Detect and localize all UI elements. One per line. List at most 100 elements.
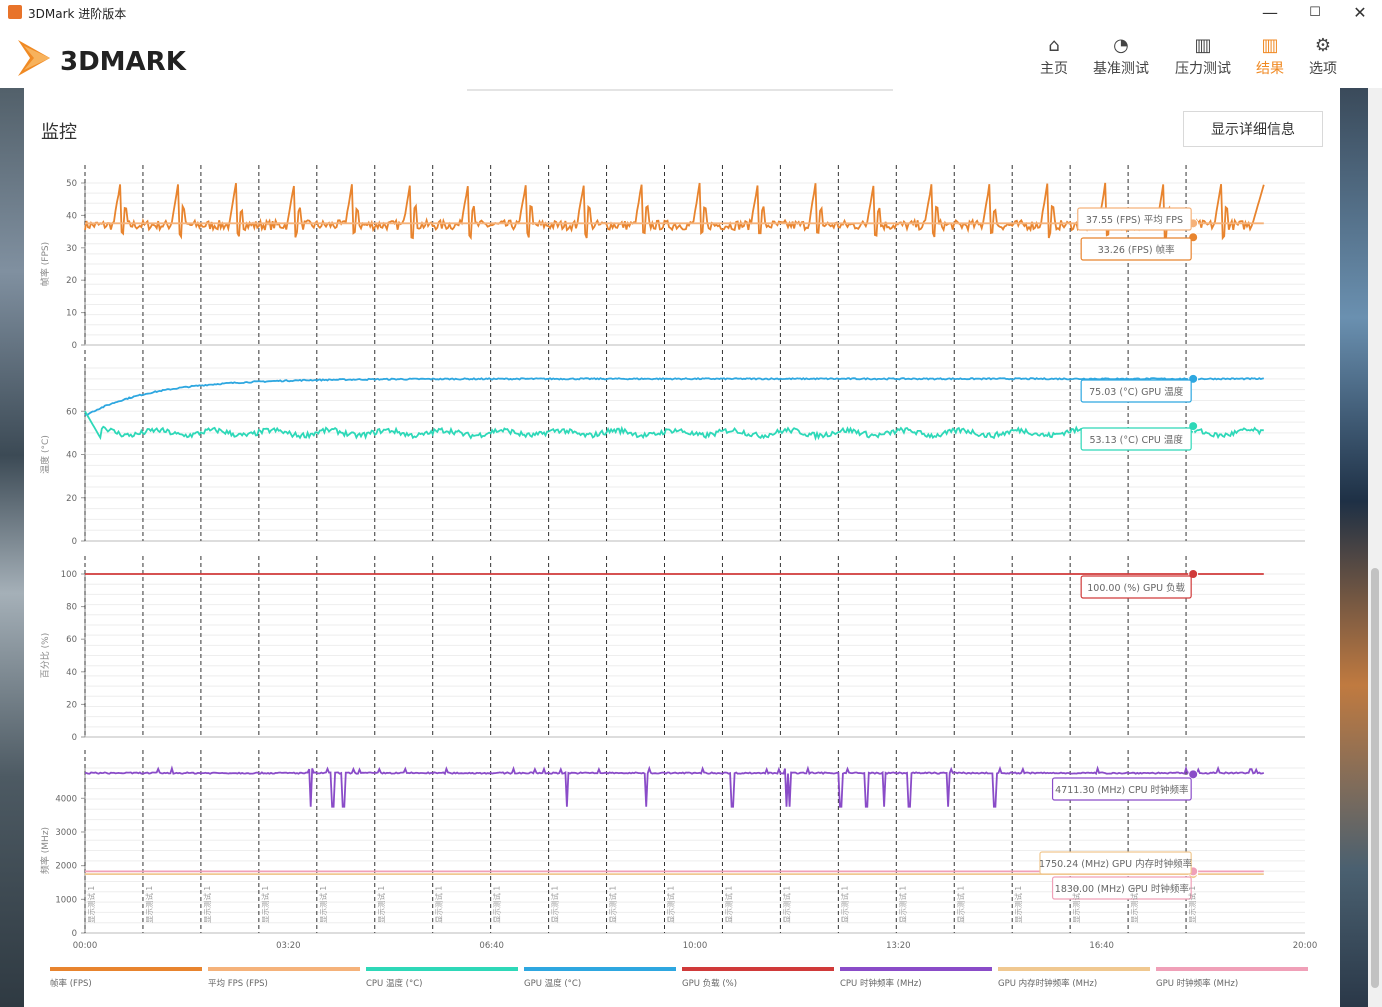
- y-tick-label: 0: [72, 341, 77, 351]
- legend-label[interactable]: GPU 内存时钟频率 (MHz): [998, 979, 1098, 989]
- legend-label[interactable]: GPU 负载 (%): [682, 979, 738, 989]
- value-callout-text: 33.26 (FPS) 帧率: [1098, 244, 1175, 256]
- y-tick-label: 2000: [55, 862, 77, 872]
- test-marker-label: 显示测试 1: [318, 886, 328, 923]
- nav-benchmarks[interactable]: ◔ 基准测试: [1091, 34, 1151, 78]
- y-tick-label: 0: [72, 537, 77, 547]
- value-callout: [1077, 207, 1192, 231]
- legend-label[interactable]: GPU 时钟频率 (MHz): [1156, 979, 1239, 989]
- y-tick-label: 1000: [55, 895, 77, 905]
- test-marker-label: 显示测试 1: [492, 886, 502, 923]
- minimize-button[interactable]: —: [1262, 3, 1278, 22]
- nav-results[interactable]: ▥ 结果: [1252, 34, 1288, 78]
- y-tick-label: 40: [66, 211, 77, 221]
- test-marker-label: 显示测试 1: [1013, 886, 1023, 923]
- test-marker-label: 显示测试 1: [434, 886, 444, 923]
- y-axis-label: 温度 (°C): [39, 435, 51, 474]
- nav-home[interactable]: ⌂ 主页: [1036, 34, 1072, 78]
- nav-home-label: 主页: [1040, 61, 1068, 77]
- y-tick-label: 3000: [55, 828, 77, 838]
- show-details-button[interactable]: 显示详细信息: [1183, 111, 1323, 147]
- test-marker-label: 显示测试 1: [376, 886, 386, 923]
- maximize-button[interactable]: ☐: [1309, 5, 1321, 20]
- nav-stress-tests[interactable]: ▥ 压力测试: [1172, 34, 1234, 78]
- results-icon: ▥: [1261, 35, 1279, 56]
- y-tick-label: 4000: [55, 794, 77, 804]
- nav-options-label: 选项: [1309, 61, 1337, 77]
- test-marker-label: 显示测试 1: [839, 886, 849, 923]
- y-axis-label: 百分比 (%): [39, 633, 51, 678]
- series-line: [84, 765, 1265, 808]
- y-tick-label: 20: [66, 700, 77, 710]
- x-tick-label: 00:00: [73, 941, 98, 951]
- close-button[interactable]: ✕: [1353, 3, 1367, 22]
- logo-text: 3DMARK: [60, 47, 187, 77]
- value-callout: [1051, 876, 1192, 900]
- value-callout-text: 1830.00 (MHz) GPU 时钟频率: [1055, 883, 1190, 895]
- legend-swatch[interactable]: [208, 967, 360, 971]
- legend-swatch[interactable]: [998, 967, 1150, 971]
- x-tick-label: 06:40: [479, 941, 504, 951]
- chart-panel-2: 0 20 40 60 温度 (°C) 75.03 (°C) GPU 温度 53.13 (°C…: [39, 350, 1305, 547]
- legend-swatch[interactable]: [366, 967, 518, 971]
- y-tick-label: 0: [72, 929, 77, 939]
- value-callout-text: 53.13 (°C) CPU 温度: [1089, 434, 1183, 446]
- nav-stress-tests-label: 压力测试: [1175, 61, 1231, 77]
- 3dmark-logo[interactable]: 3DMARK: [16, 32, 221, 80]
- legend-swatch[interactable]: [840, 967, 992, 971]
- y-axis-label: 频率 (MHz): [39, 827, 51, 874]
- legend-swatch[interactable]: [50, 967, 202, 971]
- hover-point: [1188, 769, 1199, 780]
- window-title: 3DMark 进阶版本: [28, 7, 127, 21]
- y-tick-label: 20: [66, 276, 77, 286]
- value-callout-text: 75.03 (°C) GPU 温度: [1089, 386, 1184, 398]
- test-marker-label: 显示测试 1: [955, 886, 965, 923]
- chart-panel-4: 0 1000 2000 3000 4000 频率 (MHz) 4711.30 (MHz) C…: [39, 750, 1305, 939]
- x-tick-label: 13:20: [886, 941, 911, 951]
- value-callout: [1080, 237, 1192, 261]
- legend-label[interactable]: 帧率 (FPS): [50, 979, 92, 989]
- legend-swatch[interactable]: [1156, 967, 1308, 971]
- y-tick-label: 10: [66, 309, 77, 319]
- test-marker-label: 显示测试 1: [608, 886, 618, 923]
- nav-results-label: 结果: [1256, 61, 1284, 77]
- legend-label[interactable]: GPU 温度 (°C): [524, 979, 582, 989]
- test-marker-label: 显示测试 1: [260, 886, 270, 923]
- y-axis-label: 帧率 (FPS): [39, 242, 51, 286]
- scrollbar-thumb[interactable]: [1371, 568, 1379, 988]
- legend-label[interactable]: CPU 时钟频率 (MHz): [840, 979, 922, 989]
- monitoring-chart: 0 10 20 30 40 50 帧率 (FPS) 37.55 (FPS) 平均 FPS 33.…: [39, 165, 1318, 951]
- home-icon: ⌂: [1048, 35, 1060, 56]
- nav-options[interactable]: ⚙ 选项: [1305, 34, 1341, 78]
- value-callout-text: 100.00 (%) GPU 负载: [1087, 582, 1185, 594]
- legend-swatch[interactable]: [682, 967, 834, 971]
- y-tick-label: 40: [66, 668, 77, 678]
- legend-label[interactable]: CPU 温度 (°C): [366, 979, 423, 989]
- y-tick-label: 100: [61, 570, 77, 580]
- value-callout: [1080, 575, 1192, 599]
- test-marker-label: 显示测试 1: [550, 886, 560, 923]
- background-art-right: [1340, 88, 1368, 1007]
- x-tick-label: 03:20: [276, 941, 301, 951]
- y-tick-label: 20: [66, 494, 77, 504]
- test-marker-label: 显示测试 1: [897, 886, 907, 923]
- value-callout: [1051, 777, 1192, 801]
- y-tick-label: 60: [66, 635, 77, 645]
- test-marker-label: 显示测试 1: [144, 886, 154, 923]
- y-tick-label: 50: [66, 179, 77, 189]
- title-bar: 3DMark 进阶版本 — ☐ ✕: [0, 0, 1382, 26]
- value-callout-text: 37.55 (FPS) 平均 FPS: [1086, 214, 1183, 226]
- x-tick-label: 20:00: [1293, 941, 1318, 951]
- y-tick-label: 40: [66, 451, 77, 461]
- test-marker-label: 显示测试 1: [86, 886, 96, 923]
- section-title: 监控: [41, 122, 77, 143]
- y-tick-label: 80: [66, 603, 77, 613]
- test-marker-label: 显示测试 1: [781, 886, 791, 923]
- scrollbar[interactable]: [1368, 88, 1382, 1007]
- series-line: [84, 410, 1264, 441]
- bar-chart-icon: ▥: [1194, 35, 1212, 56]
- speedometer-icon: ◔: [1113, 35, 1129, 56]
- chart-panel-3: 0 20 40 60 80 100 百分比 (%) 100.00 (%) GPU 负载: [39, 556, 1305, 743]
- legend-swatch[interactable]: [524, 967, 676, 971]
- legend-label[interactable]: 平均 FPS (FPS): [208, 979, 268, 989]
